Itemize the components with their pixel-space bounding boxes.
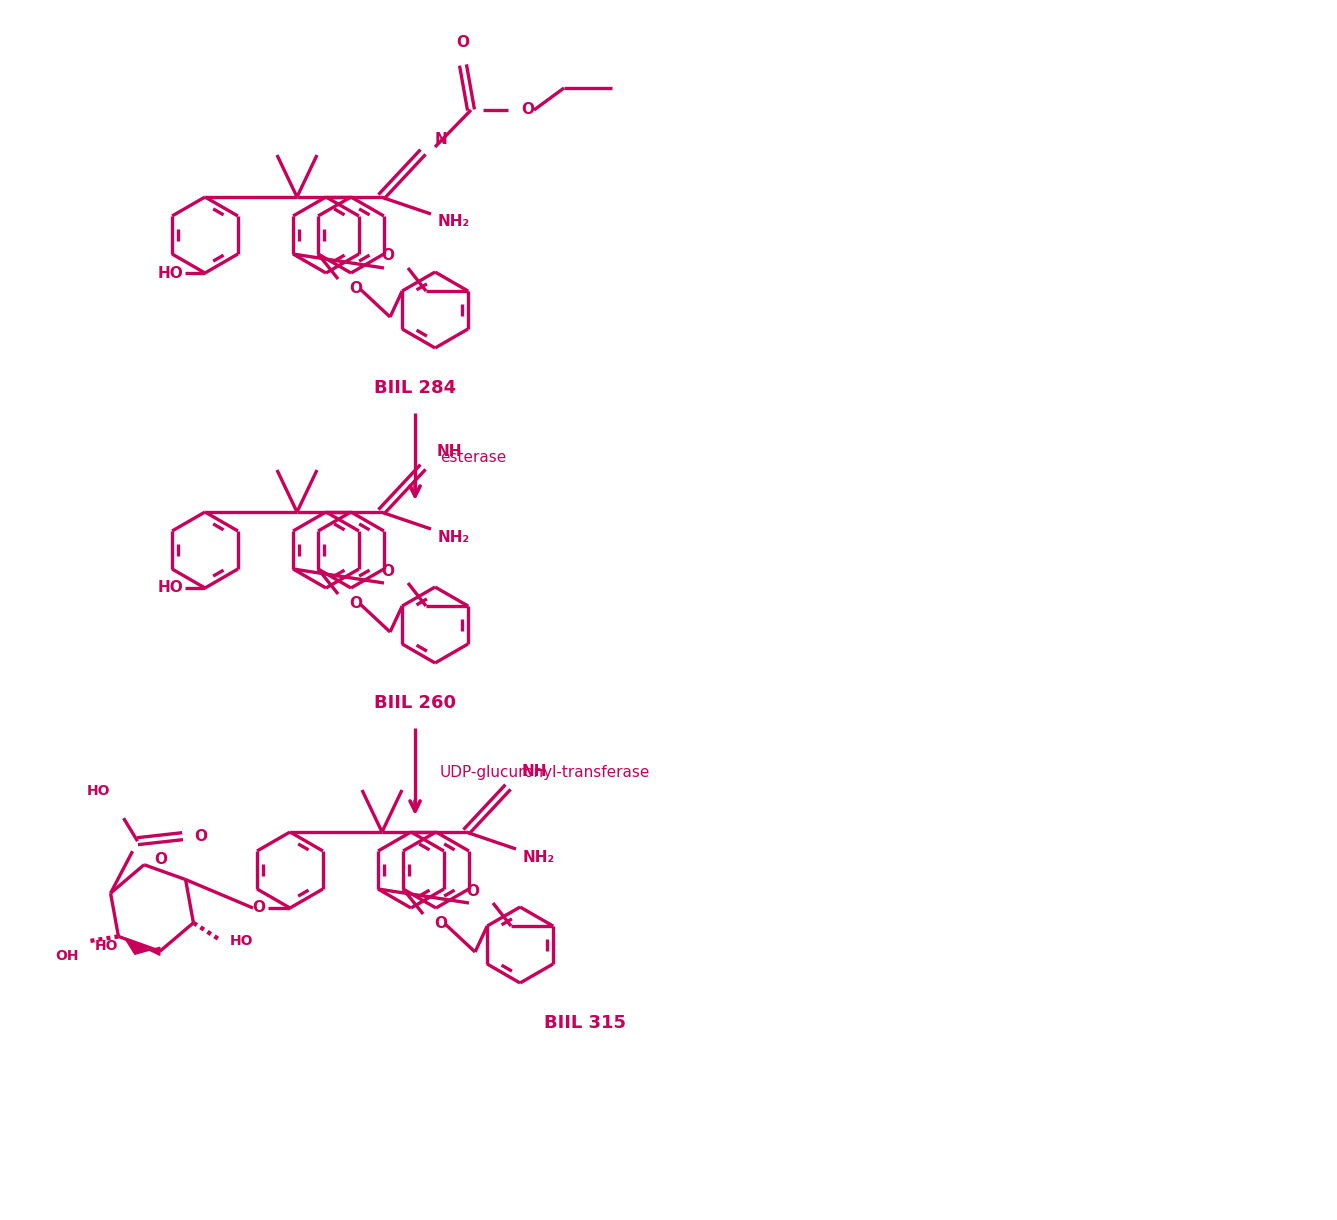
Text: BIIL 284: BIIL 284 [374, 379, 456, 397]
Text: NH₂: NH₂ [523, 849, 555, 865]
Text: HO: HO [158, 581, 183, 595]
Text: O: O [154, 853, 167, 867]
Text: O: O [349, 282, 362, 296]
Text: NH₂: NH₂ [439, 215, 471, 229]
Text: HO: HO [230, 933, 253, 948]
Text: O: O [467, 883, 479, 898]
Text: O: O [349, 597, 362, 611]
Text: O: O [435, 916, 447, 932]
Text: BIIL 260: BIIL 260 [374, 694, 456, 712]
Text: NH: NH [437, 444, 463, 459]
Text: O: O [521, 102, 533, 117]
Text: N: N [435, 132, 448, 146]
Text: NH₂: NH₂ [439, 529, 471, 544]
Text: HO: HO [95, 939, 118, 953]
Text: O: O [381, 249, 394, 264]
Text: HO: HO [87, 784, 111, 798]
Text: UDP-glucuronyl-transferase: UDP-glucuronyl-transferase [440, 765, 651, 781]
Text: O: O [195, 828, 207, 844]
Text: O: O [381, 564, 394, 578]
Polygon shape [124, 938, 160, 955]
Text: O: O [456, 35, 469, 50]
Text: BIIL 315: BIIL 315 [544, 1014, 626, 1032]
Text: HO: HO [158, 266, 183, 281]
Text: OH: OH [55, 949, 79, 964]
Text: esterase: esterase [440, 450, 507, 466]
Text: O: O [251, 900, 265, 915]
Text: NH: NH [521, 764, 547, 780]
